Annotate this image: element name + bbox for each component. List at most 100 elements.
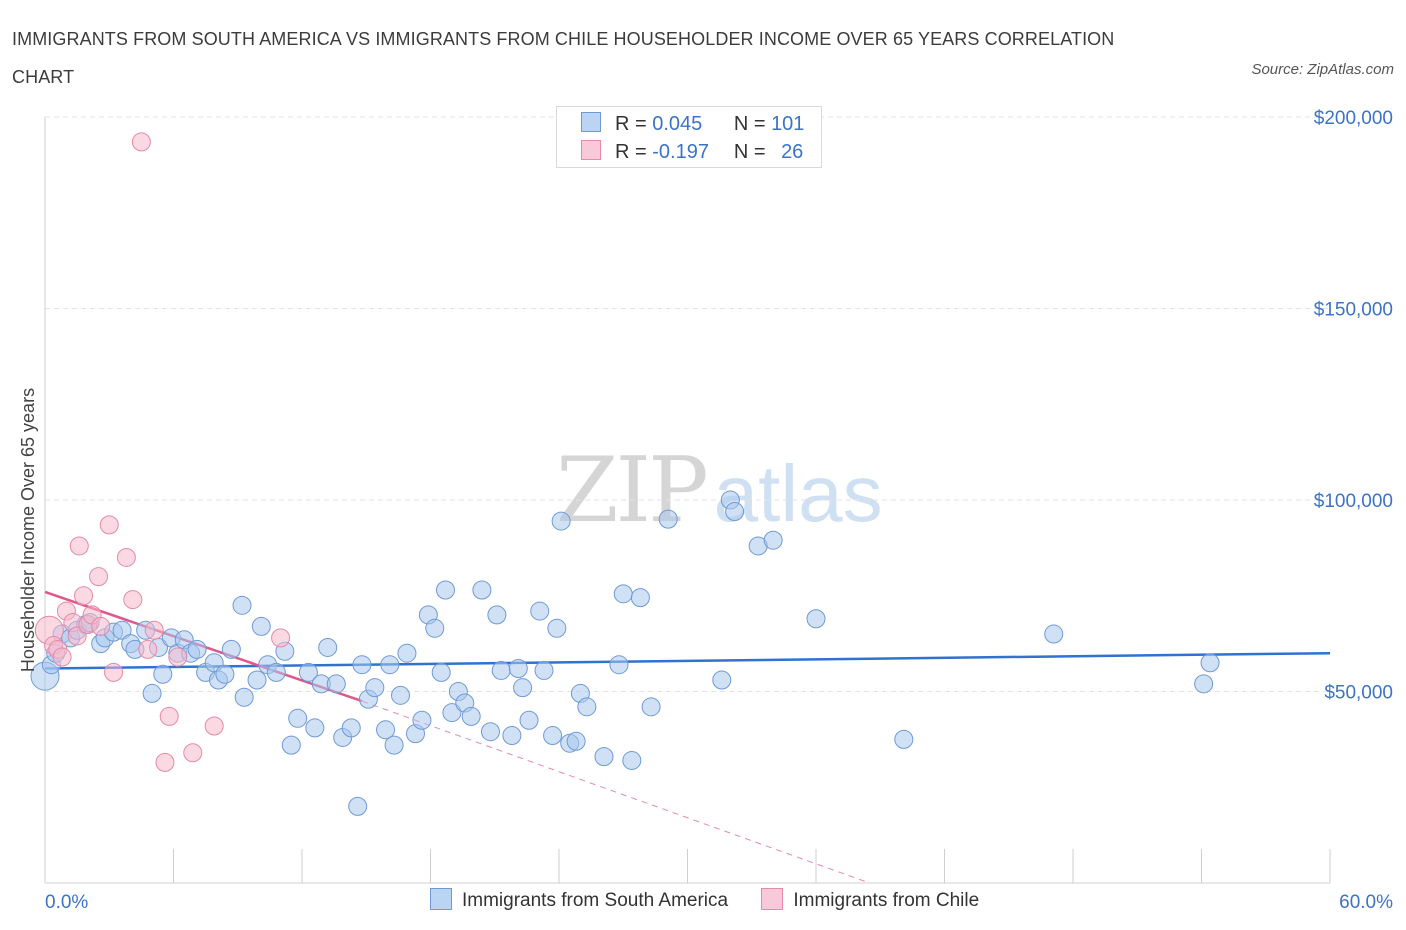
point-south-america — [384, 735, 404, 755]
point-south-america — [534, 660, 554, 680]
point-south-america — [153, 664, 173, 684]
point-south-america — [142, 683, 162, 703]
point-south-america — [641, 697, 661, 717]
point-chile — [123, 590, 143, 610]
point-chile — [155, 752, 175, 772]
point-south-america — [543, 726, 563, 746]
n-value: 26 — [781, 141, 804, 163]
point-south-america — [341, 718, 361, 738]
point-south-america — [112, 620, 132, 640]
point-south-america — [187, 639, 207, 659]
point-south-america — [431, 662, 451, 682]
point-chile — [91, 616, 111, 636]
point-south-america — [425, 618, 445, 638]
point-south-america — [288, 708, 308, 728]
point-south-america — [763, 530, 783, 550]
point-south-america — [609, 655, 629, 675]
point-south-america — [577, 697, 597, 717]
point-south-america — [712, 670, 732, 690]
tick-labels: $50,000 $100,000 $150,000 $200,000 0.0% 60.0%… — [18, 108, 1393, 913]
point-chile — [69, 536, 89, 556]
chart-title: IMMIGRANTS FROM SOUTH AMERICA VS IMMIGRA… — [12, 29, 1115, 87]
point-south-america — [365, 678, 385, 698]
x-tick-label-max: 60.0% — [1339, 892, 1393, 913]
legend-swatch-south-america — [430, 888, 452, 910]
point-south-america — [412, 710, 432, 730]
point-south-america — [442, 703, 462, 723]
data-points — [30, 132, 1220, 816]
point-south-america — [1200, 653, 1220, 673]
series-legend: Immigrants from South America Immigrants… — [430, 888, 1007, 912]
point-south-america — [513, 678, 533, 698]
point-south-america — [376, 720, 396, 740]
point-south-america — [318, 637, 338, 657]
point-south-america — [1044, 624, 1064, 644]
point-chile — [144, 620, 164, 640]
point-south-america — [397, 643, 417, 663]
trend-lines — [44, 590, 1331, 884]
point-south-america — [251, 616, 271, 636]
watermark: ZIP atlas — [556, 438, 883, 543]
swatch-chile — [581, 140, 601, 160]
stats-legend: R = 0.045 N = 101 R = -0.197 N = 26 — [556, 106, 822, 168]
point-chile — [138, 639, 158, 659]
watermark-atlas: atlas — [713, 449, 883, 538]
legend-label-south-america: Immigrants from South America — [462, 890, 729, 911]
point-south-america — [622, 750, 642, 770]
point-chile — [159, 706, 179, 726]
r-value: 0.045 — [652, 113, 703, 135]
stats-row-south-america: R = 0.045 N = 101 — [581, 112, 804, 138]
point-chile — [104, 662, 124, 682]
axes — [44, 117, 1331, 884]
point-south-america — [806, 609, 826, 629]
point-south-america — [380, 655, 400, 675]
point-south-america — [658, 509, 678, 529]
point-south-america — [547, 618, 567, 638]
point-south-america — [594, 747, 614, 767]
point-south-america — [491, 660, 511, 680]
point-south-america — [352, 655, 372, 675]
point-south-america — [326, 674, 346, 694]
point-south-america — [519, 710, 539, 730]
swatch-south-america — [581, 112, 601, 132]
legend-swatch-chile — [761, 888, 784, 910]
point-south-america — [298, 662, 318, 682]
point-chile — [183, 743, 203, 763]
trend-extension-chile — [361, 700, 870, 884]
point-south-america — [221, 639, 241, 659]
point-south-america — [1194, 674, 1214, 694]
point-chile — [52, 647, 72, 667]
point-chile — [271, 628, 291, 648]
source-label: Source: ZipAtlas.com — [1251, 61, 1394, 78]
point-south-america — [894, 729, 914, 749]
point-chile — [74, 586, 94, 606]
y-tick-label: $200,000 — [1314, 108, 1393, 129]
point-south-america — [348, 796, 368, 816]
point-chile — [168, 647, 188, 667]
point-south-america — [530, 601, 550, 621]
point-south-america — [215, 664, 235, 684]
point-chile — [89, 567, 109, 587]
legend-item-chile[interactable]: Immigrants from Chile — [761, 888, 979, 912]
point-chile — [99, 515, 119, 535]
point-south-america — [305, 718, 325, 738]
y-axis-title: Householder Income Over 65 years — [18, 388, 38, 672]
n-label: N = — [733, 141, 766, 163]
r-value: -0.197 — [652, 141, 709, 163]
point-south-america — [566, 731, 586, 751]
point-chile — [116, 547, 136, 567]
watermark-zip: ZIP — [556, 438, 709, 543]
point-south-america — [508, 659, 528, 679]
point-south-america — [472, 580, 492, 600]
point-south-america — [502, 726, 522, 746]
legend-item-south-america[interactable]: Immigrants from South America — [430, 888, 728, 912]
y-tick-label: $150,000 — [1314, 300, 1393, 321]
point-south-america — [247, 670, 267, 690]
point-south-america — [266, 662, 286, 682]
point-chile — [204, 716, 224, 736]
n-value: 101 — [771, 113, 805, 135]
n-label: N = — [733, 113, 766, 135]
point-south-america — [234, 687, 254, 707]
point-south-america — [435, 580, 455, 600]
